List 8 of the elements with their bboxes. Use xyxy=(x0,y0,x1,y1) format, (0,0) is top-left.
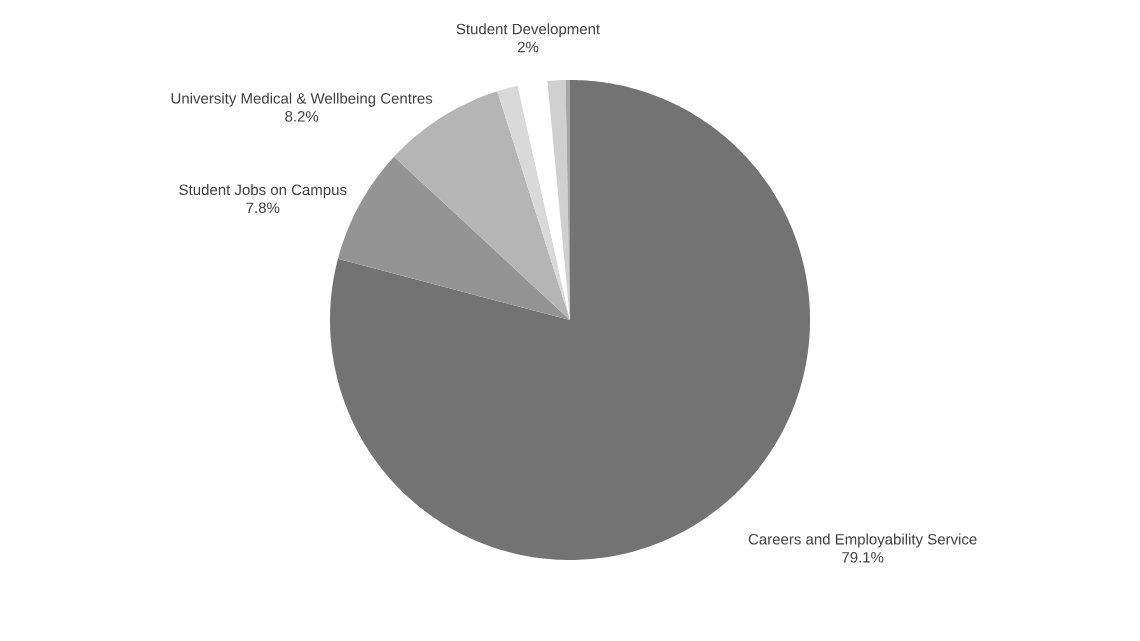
data-label: 79.1% xyxy=(842,551,884,563)
data-label: 7.8% xyxy=(246,202,280,214)
slice-label: Student Jobs on Campus xyxy=(179,184,347,199)
slice-label: Careers and Employability Service xyxy=(748,533,977,548)
data-label: 8.2% xyxy=(285,111,319,122)
data-label: 2% xyxy=(517,41,539,53)
slice-label: University Medical & Wellbeing Centres xyxy=(171,92,433,107)
slice-label: Student Development xyxy=(456,23,600,38)
